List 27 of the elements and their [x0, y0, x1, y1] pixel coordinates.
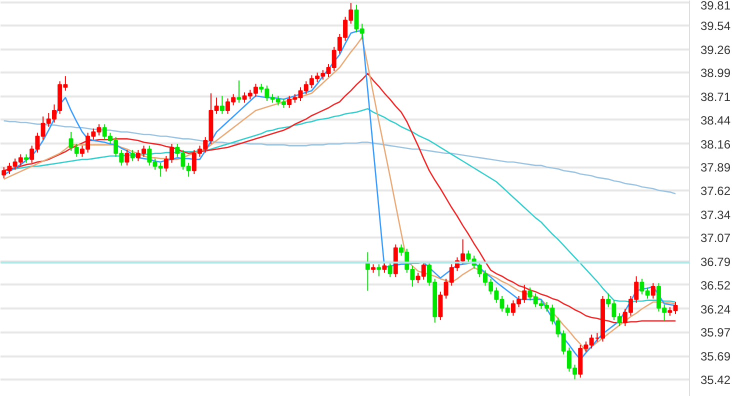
y-tick-label: 39.54: [700, 18, 731, 33]
candlestick: [382, 262, 387, 274]
line-series: [3, 120, 676, 194]
y-tick-label: 36.79: [700, 255, 731, 270]
line-series: [3, 72, 676, 324]
y-tick-label: 38.44: [700, 113, 731, 128]
y-tick-label: 36.52: [700, 278, 731, 292]
y-tick-label: 35.97: [700, 326, 731, 340]
y-tick-label: 35.69: [700, 350, 731, 364]
candlestick: [220, 95, 224, 114]
y-tick-label: 38.16: [700, 137, 731, 152]
y-tick-label: 39.26: [700, 42, 731, 57]
candlestick: [130, 149, 135, 162]
y-tick-label: 37.07: [700, 231, 731, 246]
y-tick-label: 37.89: [700, 160, 731, 175]
y-tick-label: 35.42: [700, 372, 731, 387]
y-tick-label: 38.99: [700, 66, 731, 80]
y-tick-label: 39.81: [700, 0, 731, 12]
candlestick: [236, 80, 242, 104]
candlestick: [650, 282, 656, 300]
candlestick: [388, 262, 392, 278]
y-tick-label: 36.24: [700, 302, 731, 316]
candlestick: [376, 264, 382, 277]
candlestick: [124, 149, 130, 166]
y-tick-label: 38.71: [700, 90, 731, 104]
y-tick-label: 37.62: [700, 184, 731, 198]
y-tick-label: 37.34: [700, 208, 731, 222]
